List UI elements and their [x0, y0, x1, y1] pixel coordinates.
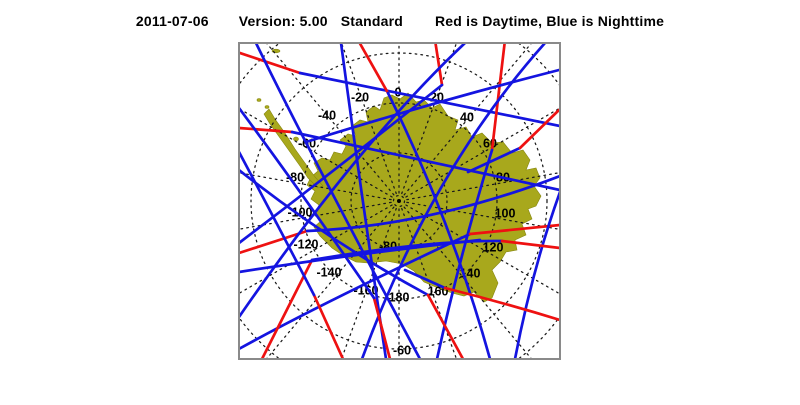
ground-track [239, 43, 444, 245]
ground-track [239, 106, 392, 359]
nighttime-track-segment [239, 83, 444, 245]
nighttime-track-segment [304, 68, 560, 144]
ground-track [239, 223, 560, 351]
title-date: 2011-07-06 [135, 13, 209, 29]
ground-track [435, 43, 507, 359]
longitude-label: -40 [318, 109, 336, 123]
daytime-track-segment [239, 51, 302, 75]
ground-track [466, 108, 560, 174]
latitude-circle [300, 102, 498, 300]
nighttime-track-segment [239, 238, 482, 274]
ground-track [239, 238, 482, 274]
nighttime-track-segment [310, 239, 504, 262]
nighttime-track-segment [435, 148, 494, 359]
longitude-label: 180 [389, 291, 410, 305]
longitude-label: -80 [286, 171, 304, 185]
daytime-track-segment [239, 229, 309, 255]
nighttime-track-segment [386, 91, 492, 359]
nighttime-track-segment [403, 268, 447, 290]
daytime-track-segment [358, 43, 390, 95]
longitude-label: -20 [351, 91, 369, 105]
ground-track [403, 268, 560, 322]
nighttime-track-segment [305, 174, 560, 233]
ground-track [239, 51, 560, 128]
title-version: Version: 5.00 [238, 13, 328, 29]
daytime-track-segment [426, 293, 465, 359]
meridian-line [403, 43, 533, 196]
daytime-track-segment [312, 293, 345, 359]
daytime-track-segment [518, 108, 560, 150]
longitude-label: 100 [495, 207, 516, 221]
daytime-track-segment [468, 223, 560, 236]
daytime-track-segment [372, 296, 392, 359]
island [264, 105, 270, 109]
latitude-circle [250, 52, 548, 350]
ground-track [304, 68, 560, 144]
meridian-line [265, 43, 395, 196]
daytime-track-segment [490, 43, 507, 152]
nighttime-track-segment [239, 106, 376, 300]
nighttime-track-segment [239, 150, 316, 297]
plot-border [238, 42, 561, 360]
latitude-circle [392, 194, 406, 208]
longitude-label: 160 [428, 285, 449, 299]
nighttime-track-segment [466, 146, 522, 174]
longitude-label: 120 [483, 241, 504, 255]
ground-track [360, 43, 547, 359]
ground-track [254, 43, 422, 359]
longitude-label: -120 [293, 238, 318, 252]
ground-track [358, 43, 492, 359]
title-mode: Standard [340, 13, 403, 29]
nighttime-track-segment [360, 43, 547, 359]
longitude-label: 40 [460, 111, 474, 125]
island [256, 98, 262, 102]
nighttime-track-segment [298, 71, 560, 128]
ground-track [239, 174, 560, 255]
ground-track [239, 150, 345, 359]
plot-title: 2011-07-06 Version: 5.00 Standard Red is… [0, 13, 800, 29]
satellite-ground-tracks [239, 43, 560, 359]
ground-track [239, 43, 467, 319]
plot-area: 0 20406080100120140160180-160-140-120-100… [239, 43, 560, 359]
longitude-label: 60 [483, 137, 497, 151]
ground-track [239, 126, 560, 192]
daytime-track-segment [434, 43, 444, 87]
meridian-line [403, 206, 533, 359]
nighttime-track-segment [254, 43, 422, 359]
ground-track [513, 190, 560, 359]
longitude-label: -140 [316, 266, 341, 280]
daytime-track-segment [239, 126, 294, 134]
daytime-track-segment [443, 286, 560, 322]
antarctic-peninsula [263, 108, 324, 189]
nighttime-track-segment [239, 43, 467, 319]
title-legend-daytime-nighttime: Red is Daytime, Blue is Nighttime [435, 13, 665, 29]
nighttime-track-segment [513, 190, 560, 359]
south-pole-marker [397, 199, 401, 203]
meridian-line [265, 206, 395, 359]
longitude-label: -100 [287, 206, 312, 220]
nighttime-track-segment [239, 232, 472, 351]
latitude-label: -60 [393, 344, 411, 358]
nighttime-track-segment [290, 130, 560, 192]
daytime-track-segment [500, 239, 560, 250]
